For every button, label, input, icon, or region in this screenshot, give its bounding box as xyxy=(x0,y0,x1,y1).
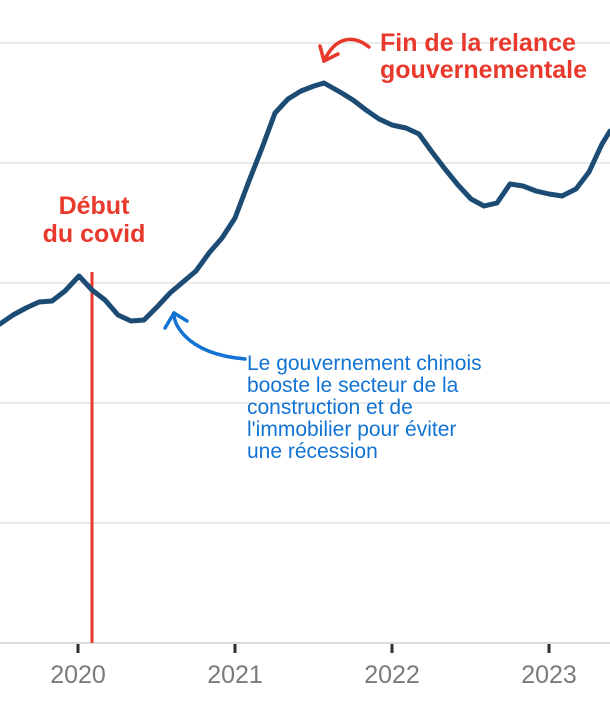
line-series xyxy=(0,80,610,327)
x-tick-label: 2020 xyxy=(50,661,106,689)
blue-curved-arrow-icon xyxy=(163,311,247,361)
red-curved-arrow-icon xyxy=(318,37,371,63)
x-tick-label: 2021 xyxy=(207,661,263,689)
boost-annotation-line: Le gouvernement chinois xyxy=(247,352,482,375)
relance-annotation: Fin de la relance gouvernementale xyxy=(380,30,587,84)
x-tick-label: 2022 xyxy=(364,661,420,689)
covid-annotation: Début du covid xyxy=(28,192,160,248)
boost-annotation-line: booste le secteur de la xyxy=(247,374,459,397)
covid-annotation-line: Début xyxy=(58,192,130,220)
boost-annotation: Le gouvernement chinois booste le secteu… xyxy=(247,353,482,463)
x-tick-label: 2023 xyxy=(521,661,577,689)
gridlines xyxy=(0,42,610,524)
relance-annotation-line: Fin de la relance xyxy=(380,29,576,57)
boost-annotation-line: construction et de xyxy=(247,396,413,419)
boost-annotation-line: une récession xyxy=(247,440,378,463)
x-tick-marks xyxy=(76,644,551,653)
relance-annotation-line: gouvernementale xyxy=(380,56,588,84)
boost-annotation-line: l'immobilier pour éviter xyxy=(247,418,457,441)
covid-annotation-line: du covid xyxy=(42,220,146,248)
